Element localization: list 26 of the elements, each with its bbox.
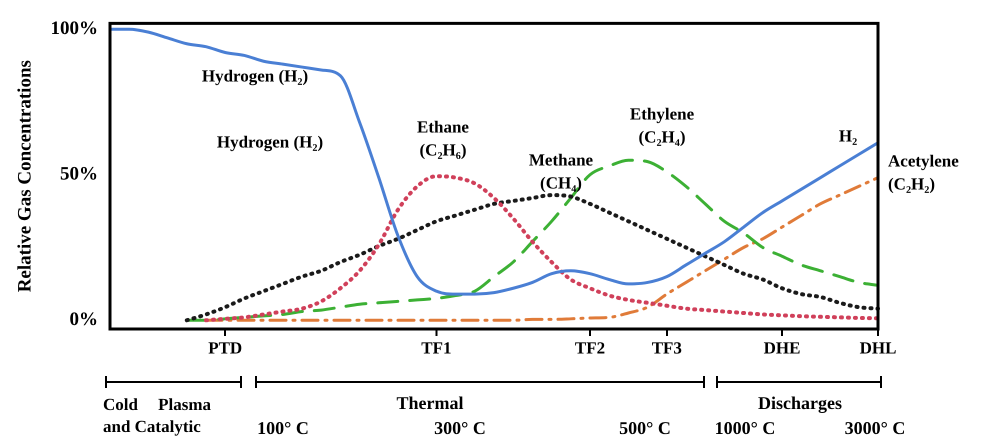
line-series — [108, 28, 880, 296]
series-label: Methane (CH₄) — [528, 150, 594, 192]
y-axis-title: Relative Gas Concentrations — [14, 60, 36, 292]
x-tick-label: TF2 — [574, 338, 606, 358]
x-tick-label: DHE — [764, 338, 800, 358]
text: 1000° C — [714, 417, 776, 439]
x-tick-label: PTD — [208, 338, 242, 358]
y-tick-label: 100% — [50, 18, 98, 40]
series-label: Ethane (C₂H₆) — [417, 117, 470, 160]
y-tick-label: 0% — [70, 309, 98, 330]
x-tick-label: TF1 — [421, 338, 452, 358]
text: 3000° C — [844, 417, 906, 439]
x-tick-label: TF3 — [652, 338, 682, 358]
text: Discharges — [758, 392, 842, 414]
y-tick-label: 50% — [60, 164, 98, 185]
annotation: H₂ — [838, 126, 858, 146]
text: 500° C — [619, 417, 671, 439]
text: Cold Plasma and Catalytic — [103, 394, 211, 438]
text: 300° C — [434, 417, 486, 439]
text: Thermal — [396, 392, 464, 414]
series-label: Ethylene (C₂H₄) — [630, 104, 695, 146]
series-label: Acetylene (C₂H₂) — [888, 151, 960, 194]
series-label: Hydrogen (H₂) — [202, 66, 308, 86]
x-tick-label: DHL — [860, 338, 896, 358]
annotation: Hydrogen (H₂) — [216, 132, 324, 152]
text: 100° C — [257, 417, 309, 439]
